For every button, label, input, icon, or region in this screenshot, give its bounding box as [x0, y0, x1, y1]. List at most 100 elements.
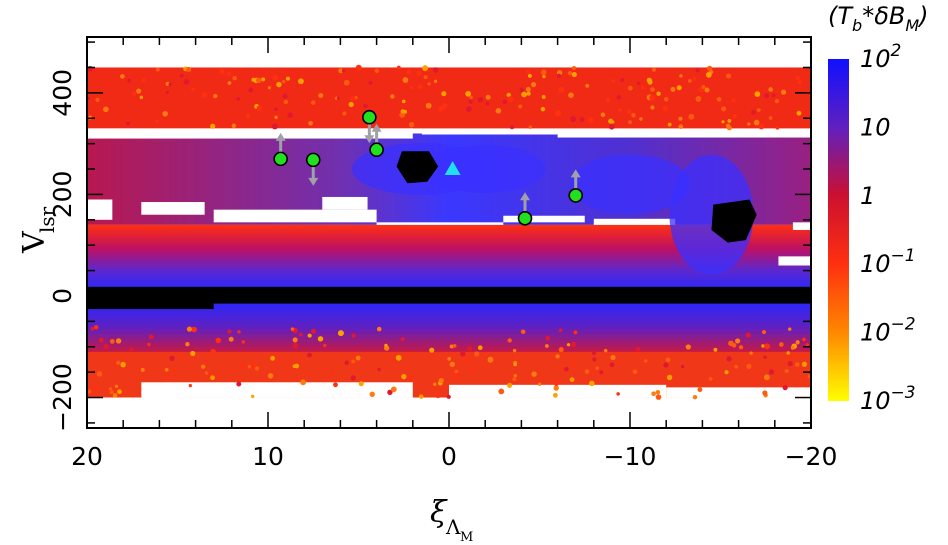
y-tick-label: 200: [48, 171, 77, 219]
speckle: [164, 367, 169, 372]
speckle: [573, 330, 578, 335]
speckle: [355, 355, 361, 361]
speckle: [555, 354, 560, 359]
speckle: [298, 332, 303, 337]
speckle: [620, 78, 625, 82]
speckle: [600, 112, 606, 118]
speckle: [351, 359, 356, 364]
speckle: [350, 375, 356, 381]
speckle: [186, 326, 193, 332]
speckle: [400, 109, 405, 114]
speckle: [790, 345, 795, 350]
speckle: [87, 389, 92, 394]
speckle: [387, 389, 393, 395]
speckle: [270, 355, 275, 361]
speckle: [801, 361, 807, 367]
speckle: [384, 343, 388, 348]
speckle: [236, 381, 242, 387]
speckle: [267, 86, 271, 90]
speckle: [348, 101, 354, 108]
speckle: [525, 70, 530, 74]
speckle: [317, 336, 324, 342]
x-axis-subscript: Λ: [445, 515, 461, 539]
speckle: [95, 97, 100, 102]
speckle: [485, 94, 491, 100]
emission-gap: [503, 215, 585, 223]
speckle: [545, 335, 551, 341]
speckle: [285, 76, 290, 81]
speckle: [141, 78, 146, 83]
speckle: [599, 370, 604, 375]
speckle: [556, 73, 562, 78]
speckle: [695, 68, 700, 73]
speckle: [639, 117, 643, 121]
speckle: [763, 355, 767, 360]
speckle: [541, 95, 546, 99]
speckle: [649, 94, 656, 101]
speckle: [540, 69, 547, 76]
speckle: [162, 110, 168, 117]
speckle: [188, 383, 192, 388]
speckle: [784, 369, 789, 374]
speckle: [355, 64, 362, 71]
speckle: [147, 342, 151, 347]
speckle: [432, 67, 439, 73]
speckle: [396, 65, 401, 70]
speckle: [588, 117, 594, 123]
speckle: [584, 369, 590, 374]
speckle: [363, 103, 368, 109]
speckle: [418, 394, 424, 399]
emission-gap: [322, 196, 368, 210]
speckle: [802, 337, 806, 342]
speckle: [795, 76, 800, 81]
speckle: [437, 106, 444, 112]
emission-gap: [87, 199, 113, 220]
speckle: [344, 360, 349, 365]
speckle: [761, 330, 767, 335]
speckle: [571, 71, 577, 78]
speckle: [618, 108, 622, 112]
speckle: [103, 106, 109, 113]
speckle: [697, 387, 703, 393]
arrow-up-icon: [371, 123, 382, 132]
speckle: [477, 345, 483, 351]
speckle: [337, 330, 344, 337]
speckle: [655, 389, 661, 395]
speckle: [726, 356, 732, 362]
speckle: [399, 112, 406, 118]
emission-gap: [593, 218, 676, 225]
speckle: [336, 96, 340, 101]
speckle: [787, 327, 792, 331]
speckle: [745, 332, 752, 338]
speckle: [592, 357, 597, 362]
speckle: [408, 122, 415, 128]
speckle: [805, 343, 809, 347]
high-emission-blob: [425, 145, 546, 194]
speckle: [477, 96, 483, 103]
speckle: [245, 113, 251, 118]
speckle: [358, 381, 364, 387]
speckle: [468, 99, 473, 104]
speckle: [401, 99, 406, 104]
y-axis-label: V: [17, 230, 52, 254]
colorbar-tick-label: 10−1: [860, 246, 916, 278]
speckle: [651, 67, 656, 72]
speckle: [487, 356, 494, 363]
speckle: [232, 75, 237, 81]
high-emission-blob: [570, 154, 690, 215]
speckle: [611, 120, 615, 124]
speckle: [433, 79, 438, 83]
speckle: [185, 341, 190, 347]
speckle: [374, 68, 380, 74]
speckle: [241, 340, 246, 344]
speckle: [292, 342, 299, 349]
speckle: [338, 68, 344, 74]
speckle: [679, 74, 683, 78]
speckle: [753, 119, 760, 126]
speckle: [746, 363, 752, 369]
speckle: [271, 123, 278, 130]
speckle: [210, 348, 216, 355]
speckle: [665, 357, 671, 363]
